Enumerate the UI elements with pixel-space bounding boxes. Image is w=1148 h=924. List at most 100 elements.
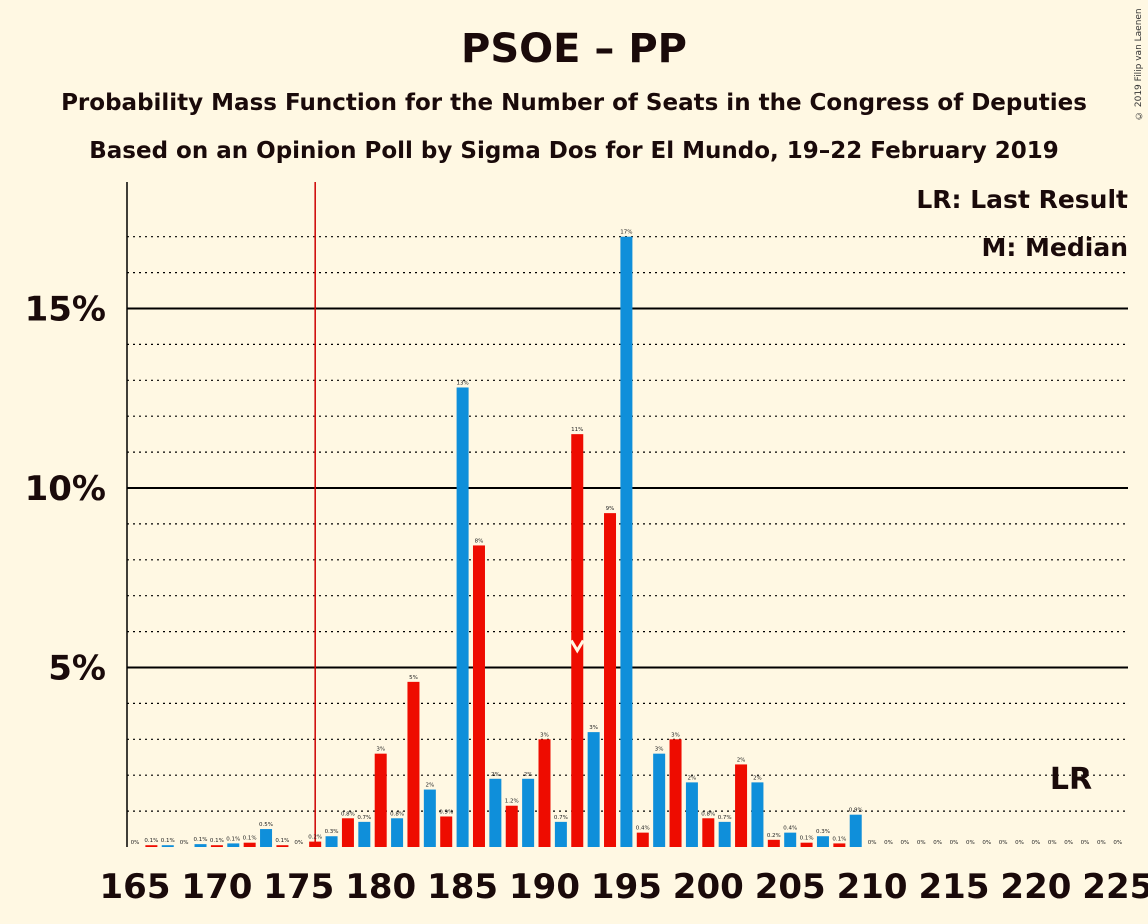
bar-label-seat-188: 1.2% <box>505 799 519 805</box>
bar-label-seat-195: 17% <box>620 230 632 236</box>
bar-label-seat-180: 3% <box>376 747 385 753</box>
x-tick-label: 175 <box>263 867 334 907</box>
bar-label-seat-186: 8% <box>475 538 484 544</box>
bar-label-seat-218: 0% <box>999 840 1008 846</box>
bar-seat-198 <box>669 739 682 847</box>
bar-seat-178 <box>341 818 354 847</box>
bar-seat-199 <box>685 782 698 847</box>
bar-seat-181 <box>391 818 404 847</box>
bar-label-seat-189: 2% <box>524 772 533 778</box>
x-tick-label: 205 <box>755 867 826 907</box>
bar-label-seat-219: 0% <box>1015 840 1024 846</box>
bar-seat-185 <box>456 387 469 847</box>
bar-seat-203 <box>751 782 764 847</box>
bar-label-seat-207: 0.3% <box>816 829 830 835</box>
bar-seat-176 <box>309 841 322 847</box>
bar-label-seat-220: 0% <box>1032 840 1041 846</box>
bar-label-seat-165: 0% <box>131 840 140 846</box>
x-tick-label: 215 <box>919 867 990 907</box>
bar-label-seat-193: 3% <box>589 725 598 731</box>
y-tick-label: 5% <box>48 649 106 689</box>
bar-label-seat-211: 0% <box>884 840 893 846</box>
bar-label-seat-194: 9% <box>606 506 615 512</box>
bar-label-seat-169: 0.1% <box>194 837 208 843</box>
bar-label-seat-187: 2% <box>491 772 500 778</box>
x-tick-label: 210 <box>837 867 908 907</box>
bar-seat-207 <box>816 836 829 847</box>
bar-seat-188 <box>505 805 518 847</box>
bar-label-seat-213: 0% <box>917 840 926 846</box>
bar-seat-200 <box>702 818 715 847</box>
bar-seat-195 <box>620 236 633 847</box>
bar-label-seat-217: 0% <box>982 840 991 846</box>
x-tick-label: 190 <box>509 867 580 907</box>
bar-label-seat-182: 5% <box>409 675 418 681</box>
bar-label-seat-184: 0.9% <box>439 809 453 815</box>
median-marker <box>569 639 585 654</box>
bar-label-seat-166: 0.1% <box>144 838 158 844</box>
bar-seat-202 <box>735 764 748 847</box>
bar-label-seat-171: 0.1% <box>226 836 240 842</box>
bar-seat-166 <box>145 845 158 847</box>
bar-label-seat-167: 0.1% <box>161 838 175 844</box>
bar-seat-171 <box>227 843 240 847</box>
bar-label-seat-173: 0.5% <box>259 822 273 828</box>
bar-label-seat-175: 0% <box>294 840 303 846</box>
bar-label-seat-191: 0.7% <box>554 815 568 821</box>
bar-label-seat-197: 3% <box>655 747 664 753</box>
bar-seat-192 <box>571 434 584 847</box>
bar-label-seat-209: 0.9% <box>849 808 863 814</box>
bar-seat-204 <box>767 839 780 847</box>
bar-label-seat-192: 11% <box>571 427 583 433</box>
bar-label-seat-202: 2% <box>737 757 746 763</box>
bar-seat-173 <box>260 829 273 847</box>
bar-seat-189 <box>522 778 535 847</box>
x-tick-label: 220 <box>1000 867 1071 907</box>
bar-seat-172 <box>243 842 256 847</box>
bar-seat-183 <box>423 789 436 847</box>
bar-seat-208 <box>833 843 846 847</box>
bar-label-seat-196: 0.4% <box>636 826 650 832</box>
chart-subtitle: Probability Mass Function for the Number… <box>61 90 1087 116</box>
bar-label-seat-221: 0% <box>1048 840 1057 846</box>
legend-last-result: LR: Last Result <box>916 185 1128 214</box>
bar-seat-169 <box>194 844 207 847</box>
bar-label-seat-203: 2% <box>753 775 762 781</box>
legend-median: M: Median <box>981 233 1128 262</box>
x-tick-label: 180 <box>345 867 416 907</box>
bar-label-seat-181: 0.8% <box>390 811 404 817</box>
bar-seat-180 <box>374 753 387 847</box>
bar-seat-193 <box>587 732 600 847</box>
bar-seat-206 <box>800 842 813 847</box>
bar-seat-205 <box>784 832 797 847</box>
bar-label-seat-198: 3% <box>671 732 680 738</box>
bar-label-seat-179: 0.7% <box>357 815 371 821</box>
bar-label-seat-174: 0.1% <box>275 838 289 844</box>
bar-label-seat-201: 0.7% <box>718 815 732 821</box>
bar-label-seat-225: 0% <box>1113 840 1122 846</box>
bar-seat-191 <box>554 821 567 847</box>
bar-label-seat-216: 0% <box>966 840 975 846</box>
bar-label-seat-185: 13% <box>456 380 468 386</box>
bar-seat-167 <box>161 845 174 847</box>
bar-seat-174 <box>276 845 289 847</box>
bar-seat-186 <box>472 545 485 847</box>
bar-label-seat-178: 0.8% <box>341 811 355 817</box>
bar-label-seat-212: 0% <box>900 840 909 846</box>
bar-label-seat-170: 0.1% <box>210 838 224 844</box>
bar-label-seat-183: 2% <box>425 783 434 789</box>
bar-label-seat-205: 0.4% <box>783 826 797 832</box>
bar-label-seat-215: 0% <box>950 840 959 846</box>
bar-label-seat-199: 2% <box>688 775 697 781</box>
bar-seat-194 <box>604 513 617 847</box>
x-tick-label: 225 <box>1082 867 1148 907</box>
bar-label-seat-204: 0.2% <box>767 833 781 839</box>
y-tick-label: 15% <box>25 290 106 330</box>
bar-seat-177 <box>325 836 338 847</box>
bar-label-seat-208: 0.1% <box>832 836 846 842</box>
bar-label-seat-168: 0% <box>180 840 189 846</box>
x-tick-label: 185 <box>427 867 498 907</box>
x-tick-label: 170 <box>181 867 252 907</box>
bar-seat-170 <box>210 845 223 847</box>
